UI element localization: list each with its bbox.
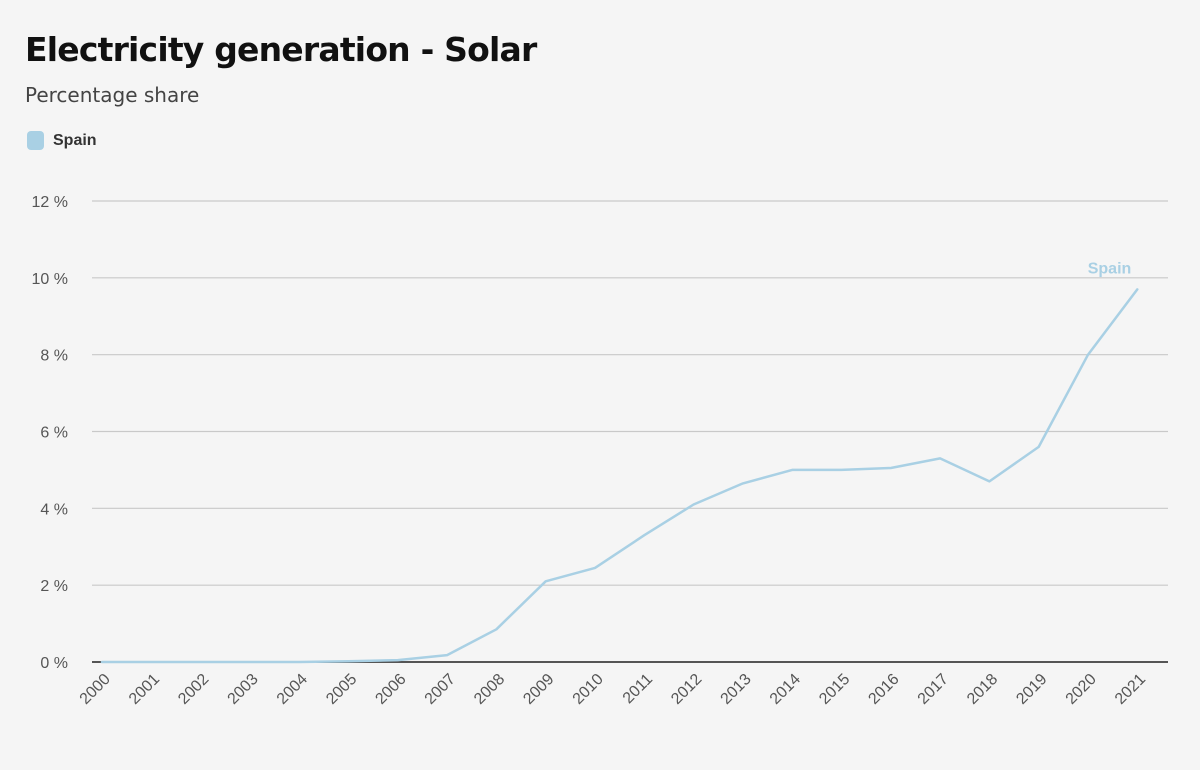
x-tick-label: 2011 xyxy=(620,671,656,707)
y-tick-label: 12 % xyxy=(32,194,68,211)
x-tick-label: 2000 xyxy=(77,671,114,708)
y-tick-label: 0 % xyxy=(40,655,68,672)
x-tick-label: 2005 xyxy=(323,671,360,708)
x-tick-label: 2018 xyxy=(964,671,1001,708)
chart-subtitle: Percentage share xyxy=(25,83,200,107)
x-tick-label: 2001 xyxy=(126,671,163,708)
y-axis-labels: 0 % 2 % 4 % 6 % 8 % 10 % 12 % xyxy=(32,194,68,672)
x-tick-label: 2007 xyxy=(422,671,459,708)
legend: Spain xyxy=(27,131,97,150)
x-tick-label: 2015 xyxy=(816,671,853,708)
y-tick-label: 4 % xyxy=(40,501,68,518)
series-line-spain xyxy=(100,288,1139,664)
x-tick-label: 2002 xyxy=(175,671,212,708)
series-spain: Spain xyxy=(100,260,1139,664)
x-tick-label: 2013 xyxy=(718,671,755,708)
x-tick-label: 2017 xyxy=(915,671,952,708)
x-tick-label: 2003 xyxy=(225,671,262,708)
x-tick-label: 2006 xyxy=(372,671,409,708)
chart-title: Electricity generation - Solar xyxy=(25,30,537,69)
y-tick-label: 6 % xyxy=(40,425,68,442)
series-end-label: Spain xyxy=(1088,260,1132,277)
y-tick-label: 10 % xyxy=(32,271,68,288)
x-tick-label: 2004 xyxy=(274,671,311,708)
x-tick-label: 2021 xyxy=(1112,671,1149,708)
x-tick-label: 2008 xyxy=(471,671,508,708)
x-tick-label: 2009 xyxy=(520,671,557,708)
legend-label-spain: Spain xyxy=(53,131,97,149)
x-tick-label: 2016 xyxy=(865,671,902,708)
gridlines xyxy=(92,200,1168,586)
x-tick-label: 2010 xyxy=(570,671,607,708)
x-tick-label: 2014 xyxy=(767,671,804,708)
legend-swatch-spain xyxy=(27,131,44,150)
y-tick-label: 8 % xyxy=(40,348,68,365)
x-tick-label: 2020 xyxy=(1063,671,1100,708)
x-tick-label: 2012 xyxy=(668,671,705,708)
x-axis-labels: 2000 2001 2002 2003 2004 2005 2006 2007 2008 2009… xyxy=(77,671,1150,708)
x-tick-label: 2019 xyxy=(1013,671,1050,708)
y-tick-label: 2 % xyxy=(40,578,68,595)
